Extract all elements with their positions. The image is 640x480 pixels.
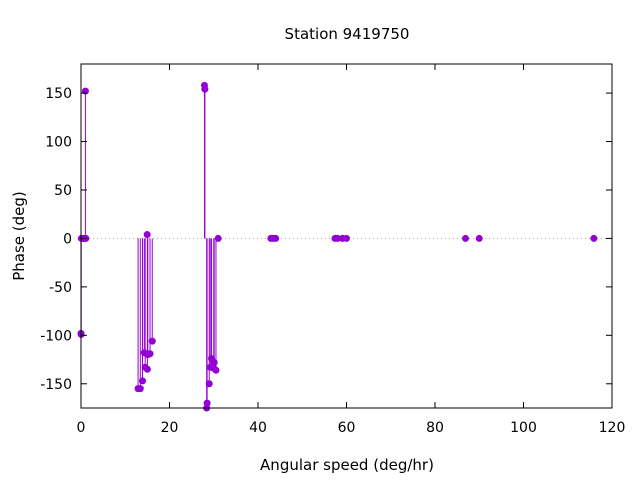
y-tick-label: -50 (49, 280, 72, 296)
x-tick-label: 40 (249, 420, 267, 436)
y-tick-label: 50 (54, 183, 72, 199)
data-point-0-27 (212, 366, 220, 374)
y-tick-label: -100 (40, 328, 72, 344)
data-point-0-38 (590, 234, 598, 242)
data-point-0-28 (214, 234, 222, 242)
x-tick-label: 100 (510, 420, 537, 436)
data-point-0-9 (136, 385, 144, 393)
x-axis-label: Angular speed (deg/hr) (260, 456, 434, 474)
data-point-0-35 (343, 234, 350, 242)
data-point-0-19 (201, 85, 209, 93)
x-tick-label: 0 (77, 420, 86, 436)
chart-title: Station 9419750 (285, 25, 410, 43)
data-point-0-13 (143, 231, 151, 239)
data-point-0-21 (203, 399, 211, 407)
data-point-0-14 (143, 365, 151, 373)
x-tick-label: 60 (338, 420, 356, 436)
x-tick-label: 120 (599, 420, 626, 436)
y-tick-label: -150 (40, 377, 72, 393)
y-tick-label: 150 (45, 86, 72, 102)
data-point-0-17 (148, 337, 156, 345)
y-tick-label: 0 (63, 231, 72, 247)
plot-area: 0 20 40 60 80 100 120 -150 -100 -50 0 50 100 150 (40, 63, 626, 436)
data-point-0-36 (462, 234, 470, 242)
data-point-0-10 (139, 377, 147, 385)
data-point-0-33 (334, 234, 342, 242)
data-point-0-22 (205, 380, 213, 388)
data-point-0-31 (272, 234, 280, 242)
x-tick-label: 80 (426, 420, 444, 436)
data-point-0-6 (81, 87, 89, 95)
data-point-0-26 (210, 358, 218, 366)
data-point-0-16 (146, 350, 154, 358)
y-tick-label: 100 (45, 135, 72, 151)
x-tick-label: 20 (161, 420, 179, 436)
y-axis-label: Phase (deg) (10, 191, 28, 281)
data-point-0-37 (475, 234, 483, 242)
